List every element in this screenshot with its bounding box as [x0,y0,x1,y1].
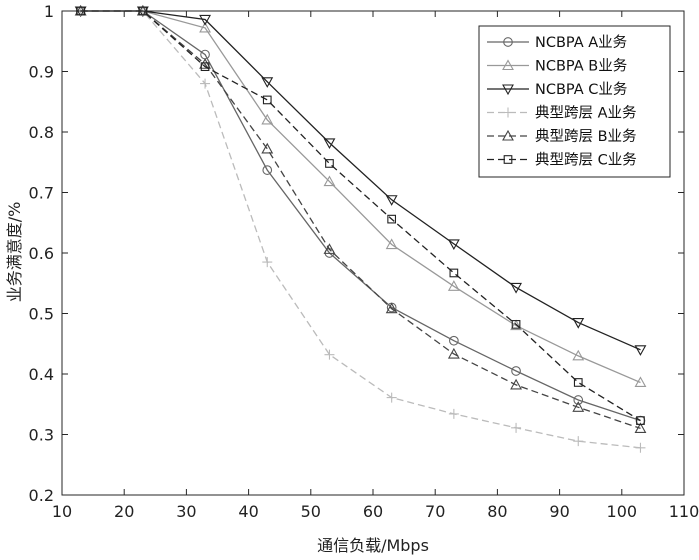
x-tick-label: 100 [607,502,638,521]
y-tick-label: 0.6 [29,244,54,263]
data-point [386,392,397,403]
data-point [261,142,274,154]
legend-marker [502,129,514,141]
data-point [262,165,273,175]
series-layer [74,4,647,453]
data-point [510,378,522,390]
x-tick-label: 50 [301,502,321,521]
y-tick-label: 0.8 [29,123,54,142]
data-point [511,320,521,329]
data-point [325,159,334,168]
legend-label: 典型跨层 B业务 [535,128,637,145]
legend-marker [503,155,513,164]
data-point [449,335,459,346]
data-point [510,282,522,294]
legend-box [478,25,671,178]
data-point [572,318,585,329]
legend-marker [503,107,513,118]
data-point [572,401,585,412]
data-point [324,349,335,360]
y-tick-label: 0.3 [29,426,54,445]
x-tick-label: 80 [487,502,507,521]
legend-marker [503,37,513,47]
data-point [510,319,522,331]
data-point [199,58,211,69]
x-tick-label: 110 [669,502,699,521]
legend-label: NCBPA C业务 [535,81,627,98]
data-point [323,138,336,150]
legend-label: NCBPA A业务 [535,34,627,51]
x-tick-label: 20 [114,502,134,521]
series-line [80,10,641,422]
x-tick-label: 40 [238,502,258,521]
data-point [634,376,647,388]
legend-label: 典型跨层 C业务 [535,152,637,169]
data-point [447,347,460,359]
data-point [634,422,647,434]
axes-layer: 10 20 30 40 50 60 70 80 90 100 110 0.2 0.3 0.4 0.5 0.6 0… [29,2,699,521]
series-line [80,10,641,384]
data-point [387,214,397,224]
data-point [199,14,211,26]
data-point [573,378,583,387]
x-axis-title: 通信负载/Mbps [317,536,429,555]
series-line [80,10,641,422]
data-point [634,345,647,356]
data-point [572,349,585,361]
data-point [573,395,584,405]
legend-marker [502,59,514,71]
data-point [262,95,272,105]
x-tick-label: 10 [52,502,72,521]
x-tick-label: 60 [363,502,383,521]
data-point [323,243,336,254]
y-tick-label: 0.2 [29,486,54,505]
legend-label: 典型跨层 A业务 [535,105,637,122]
data-point [447,280,460,291]
data-point [448,408,459,419]
y-tick-label: 1 [44,2,54,21]
data-point [200,78,211,89]
data-point [261,77,274,88]
data-point [636,416,645,425]
y-tick-label: 0.4 [29,365,54,384]
data-point [262,257,273,268]
x-tick-label: 30 [176,502,196,521]
x-tick-label: 90 [549,502,569,521]
data-point [200,62,210,72]
series-line [80,10,641,351]
y-axis-title: 业务满意度/% [5,202,24,303]
series-line [80,10,641,449]
data-point [199,21,211,33]
data-point [447,239,460,251]
data-point [385,238,398,250]
data-point [261,113,274,125]
data-point [323,175,336,187]
data-point [385,195,398,206]
data-point [635,442,646,453]
series-line [80,10,641,430]
y-tick-label: 0.7 [29,184,54,203]
data-point [511,366,521,376]
data-point [511,422,522,433]
x-tick-label: 70 [425,502,445,521]
data-point [385,302,398,314]
legend-marker [502,84,514,96]
y-tick-label: 0.9 [29,63,54,82]
data-point [449,268,459,278]
y-tick-label: 0.5 [29,305,54,324]
legend-label: NCBPA B业务 [535,58,627,75]
data-point [573,436,584,447]
